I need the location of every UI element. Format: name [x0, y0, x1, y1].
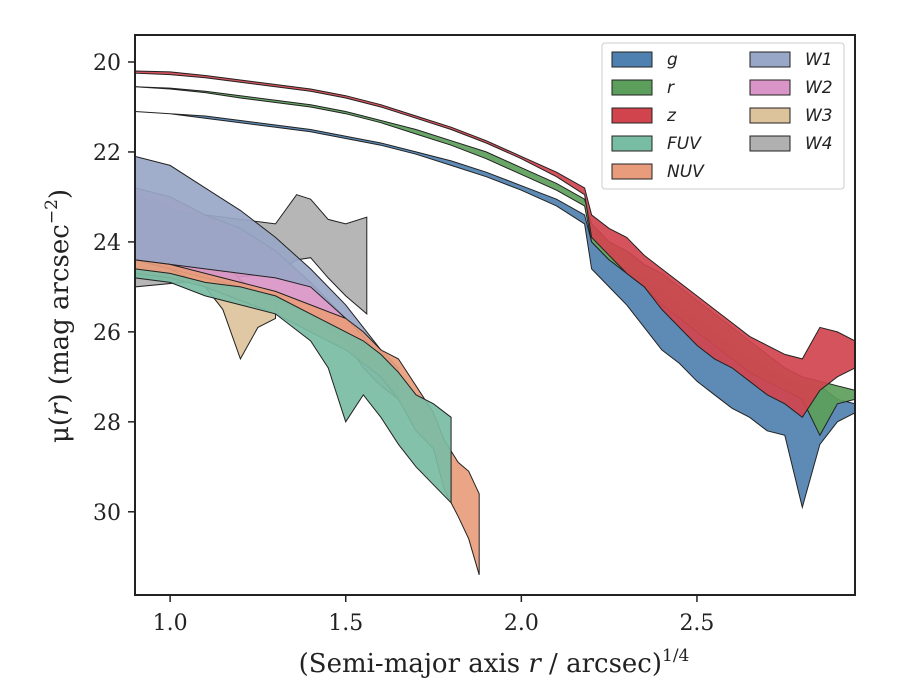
- x-tick-label: 1.0: [153, 611, 188, 636]
- legend: grz FUV NUV W1 W2 W3 W4: [601, 42, 845, 190]
- legend-swatch-fuv: [611, 135, 653, 152]
- legend-label-w4: W4: [805, 134, 833, 154]
- legend-swatch-g: [611, 51, 653, 68]
- legend-swatch-w2: [749, 79, 791, 96]
- legend-swatch-w4: [749, 135, 791, 152]
- y-axis-label-sup: −2: [42, 199, 62, 224]
- legend-swatch-w3: [749, 107, 791, 124]
- y-axis-label-close: ): [45, 189, 75, 199]
- legend-swatch-w1: [749, 51, 791, 68]
- plot-frame: [134, 34, 856, 596]
- x-axis-label-var: r: [528, 649, 542, 679]
- y-axis-label-tail: ) (mag arcsec: [45, 224, 75, 403]
- legend-label-r: r: [667, 78, 675, 98]
- x-tick-label: 2.5: [679, 611, 714, 636]
- legend-label-nuv: NUV: [667, 162, 705, 182]
- legend-swatch-z: [611, 107, 653, 124]
- legend-label-g: g: [667, 50, 678, 70]
- legend-label-w1: W1: [805, 50, 833, 70]
- y-tick-label: 22: [93, 141, 121, 166]
- legend-swatch-r: [611, 79, 653, 96]
- x-tick-label: 1.5: [328, 611, 363, 636]
- x-axis-label: (Semi-major axis r / arcsec)1/4: [299, 646, 690, 679]
- y-tick-label: 20: [93, 51, 121, 76]
- y-tick-label: 24: [93, 231, 121, 256]
- x-axis-label-tail: / arcsec): [541, 649, 662, 679]
- y-axis-label-main: μ(: [45, 416, 75, 443]
- y-axis-label: μ(r) (mag arcsec−2): [42, 189, 75, 443]
- legend-swatch-nuv: [611, 163, 653, 180]
- x-tick-label: 2.0: [504, 611, 539, 636]
- legend-label-fuv: FUV: [667, 134, 702, 154]
- band-fuv: [134, 268, 452, 505]
- x-axis-label-main: (Semi-major axis: [299, 649, 529, 679]
- y-axis-ticks: 20 22 24 26 28 30: [93, 51, 135, 526]
- legend-label-w3: W3: [805, 106, 833, 126]
- y-tick-label: 28: [93, 411, 121, 436]
- y-tick-label: 30: [93, 501, 121, 526]
- legend-label-z: z: [666, 106, 677, 126]
- y-axis-label-var: r: [45, 402, 75, 416]
- x-axis-label-sup: 1/4: [662, 646, 689, 666]
- legend-label-w2: W2: [805, 78, 833, 98]
- y-tick-label: 26: [93, 321, 121, 346]
- x-axis-ticks: 1.0 1.5 2.0 2.5: [153, 595, 714, 636]
